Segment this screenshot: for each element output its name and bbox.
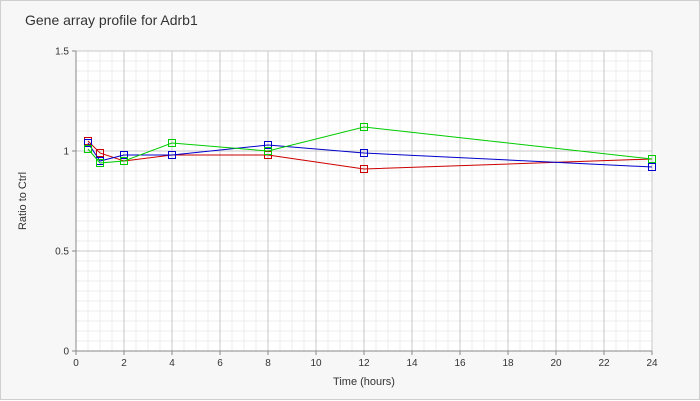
data-point-marker (264, 141, 272, 149)
data-point-marker (648, 155, 656, 163)
data-point-marker (96, 159, 104, 167)
data-point-marker (168, 139, 176, 147)
data-point-marker (84, 139, 92, 147)
x-tick-label: 22 (598, 358, 610, 369)
x-tick-label: 4 (169, 358, 175, 369)
x-tick-label: 16 (454, 358, 466, 369)
x-tick-label: 2 (121, 358, 127, 369)
data-point-marker (120, 151, 128, 159)
x-tick-label: 10 (310, 358, 322, 369)
series-line (87, 142, 653, 168)
data-point-marker (360, 149, 368, 157)
x-tick-label: 20 (550, 358, 562, 369)
data-point-marker (120, 157, 128, 165)
chart-title: Gene array profile for Adrb1 (25, 12, 198, 28)
y-tick-label: 1 (63, 147, 69, 158)
x-axis-label: Time (hours) (333, 376, 395, 388)
data-point-marker (360, 165, 368, 173)
x-tick-label: 18 (502, 358, 514, 369)
y-tick-label: 0 (63, 347, 69, 358)
series-line (87, 126, 653, 164)
data-point-marker (168, 151, 176, 159)
data-point-marker (264, 147, 272, 155)
x-tick-label: 24 (646, 358, 658, 369)
data-point-marker (360, 123, 368, 131)
data-point-marker (648, 163, 656, 171)
y-tick-label: 0.5 (55, 247, 69, 258)
x-tick-label: 8 (265, 358, 271, 369)
y-tick-label: 1.5 (55, 47, 69, 58)
x-tick-label: 6 (217, 358, 223, 369)
x-tick-label: 0 (73, 358, 79, 369)
data-point-marker (84, 145, 92, 153)
series-group (84, 123, 656, 173)
y-axis-label: Ratio to Ctrl (17, 172, 29, 230)
data-point-marker (96, 149, 104, 157)
x-tick-label: 12 (358, 358, 370, 369)
x-tick-label: 14 (406, 358, 418, 369)
